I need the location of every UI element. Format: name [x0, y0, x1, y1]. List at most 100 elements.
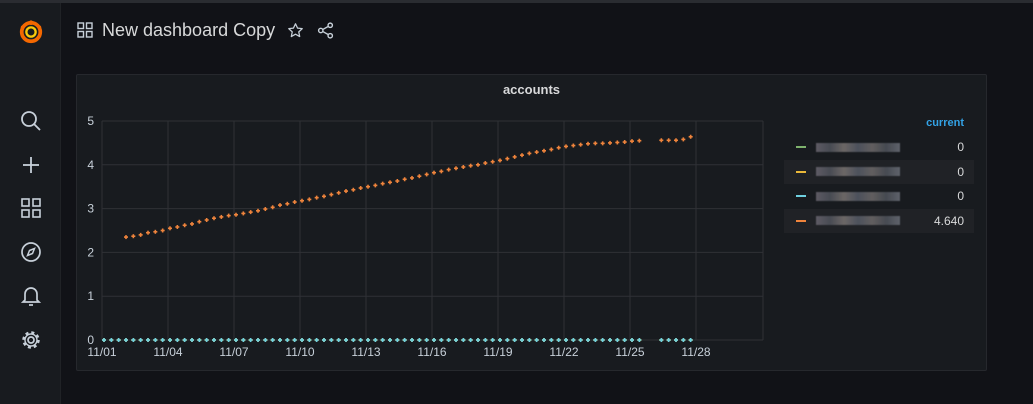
- data-point: [138, 338, 143, 342]
- legend-current-value: 0: [957, 164, 964, 179]
- data-point: [505, 338, 510, 342]
- data-point: [366, 338, 370, 342]
- data-point: [256, 338, 260, 342]
- data-point: [278, 338, 282, 342]
- data-point: [483, 161, 488, 166]
- data-point: [248, 338, 253, 342]
- series-color-swatch[interactable]: [796, 146, 806, 149]
- data-point: [608, 140, 612, 145]
- x-tick-label: 11/10: [285, 345, 314, 359]
- data-point: [454, 166, 458, 171]
- data-point: [505, 156, 510, 161]
- data-point: [586, 338, 590, 342]
- legend-row[interactable]: 0: [784, 184, 974, 209]
- data-point: [285, 201, 290, 206]
- data-point: [124, 235, 128, 240]
- data-point: [688, 134, 693, 139]
- alerting-bell-icon[interactable]: [18, 283, 44, 309]
- accounts-chart: 0 1 2 3 4 5 11/01 11/04 11/07 11/10 11/13 11/16 11/1…: [87, 114, 764, 359]
- data-point: [520, 338, 524, 342]
- panel-title[interactable]: accounts: [502, 82, 561, 97]
- data-point: [564, 144, 568, 149]
- legend-row[interactable]: 4.640: [784, 208, 974, 233]
- data-point: [578, 142, 583, 147]
- data-point: [395, 179, 400, 184]
- legend-header-current[interactable]: current: [926, 117, 964, 129]
- data-point: [219, 338, 224, 342]
- data-point: [351, 187, 356, 192]
- data-point: [520, 153, 524, 158]
- share-icon[interactable]: [317, 22, 334, 44]
- data-point: [168, 226, 172, 231]
- data-point: [681, 137, 686, 142]
- x-tick-label: 11/28: [681, 345, 710, 359]
- series-color-swatch[interactable]: [796, 219, 806, 222]
- x-tick-label: 11/07: [219, 345, 248, 359]
- data-point: [160, 228, 165, 233]
- data-point: [314, 195, 319, 200]
- data-point: [666, 338, 671, 342]
- data-point: [593, 338, 598, 342]
- data-point: [226, 213, 231, 218]
- y-tick-label: 3: [87, 202, 94, 216]
- data-point: [424, 338, 429, 342]
- data-point: [446, 167, 451, 172]
- search-icon[interactable]: [18, 108, 44, 134]
- legend-row[interactable]: 0: [784, 135, 974, 160]
- configuration-gear-icon[interactable]: [18, 327, 44, 353]
- data-point: [564, 338, 568, 342]
- data-point: [439, 169, 444, 174]
- data-point: [226, 338, 231, 342]
- data-point: [146, 230, 150, 235]
- data-point: [182, 223, 187, 228]
- data-point: [263, 338, 268, 342]
- data-point: [527, 151, 532, 156]
- data-point: [366, 184, 370, 189]
- data-point: [681, 338, 686, 342]
- data-point: [476, 162, 480, 167]
- data-point: [373, 338, 378, 342]
- data-point: [608, 338, 612, 342]
- explore-compass-icon[interactable]: [18, 239, 44, 265]
- data-point: [461, 338, 466, 342]
- data-point: [476, 338, 480, 342]
- data-point: [659, 138, 664, 143]
- data-point: [109, 338, 114, 342]
- grafana-logo[interactable]: [18, 19, 44, 45]
- data-point: [314, 338, 319, 342]
- graph-panel: accounts 0 1 2 3 4 5 11/01 11/04 11/07 11/10 11/13…: [76, 74, 987, 371]
- data-point: [336, 338, 341, 342]
- data-point: [307, 197, 312, 202]
- data-point: [468, 338, 473, 342]
- data-point: [329, 192, 334, 197]
- legend: current 0 0 0 4.640: [784, 117, 974, 233]
- redacted-series-name: [816, 191, 900, 201]
- top-border: [0, 0, 1033, 3]
- data-point: [300, 198, 304, 203]
- star-icon[interactable]: [287, 22, 304, 44]
- redacted-series-name: [816, 167, 900, 177]
- data-point: [446, 338, 451, 342]
- data-point: [322, 338, 326, 342]
- data-point: [439, 338, 444, 342]
- plus-icon[interactable]: [18, 152, 44, 178]
- legend-row[interactable]: 0: [784, 159, 974, 184]
- data-point: [234, 212, 238, 217]
- data-point: [622, 338, 627, 342]
- data-point: [615, 338, 620, 342]
- data-point: [153, 229, 158, 234]
- data-point: [468, 163, 473, 168]
- legend-current-value: 0: [957, 189, 964, 204]
- dashboard-title[interactable]: New dashboard Copy: [102, 20, 276, 40]
- data-point: [674, 138, 678, 143]
- data-point: [454, 338, 458, 342]
- data-point: [256, 208, 260, 213]
- data-point: [534, 338, 539, 342]
- x-tick-label: 11/19: [483, 345, 512, 359]
- series-color-swatch[interactable]: [796, 195, 806, 198]
- data-point: [336, 190, 341, 195]
- series-color-swatch[interactable]: [796, 170, 806, 173]
- data-point: [116, 338, 121, 342]
- data-point: [395, 338, 400, 342]
- dashboards-icon[interactable]: [18, 195, 44, 221]
